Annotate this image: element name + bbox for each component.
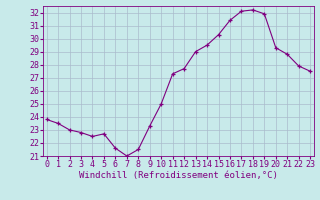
X-axis label: Windchill (Refroidissement éolien,°C): Windchill (Refroidissement éolien,°C): [79, 171, 278, 180]
